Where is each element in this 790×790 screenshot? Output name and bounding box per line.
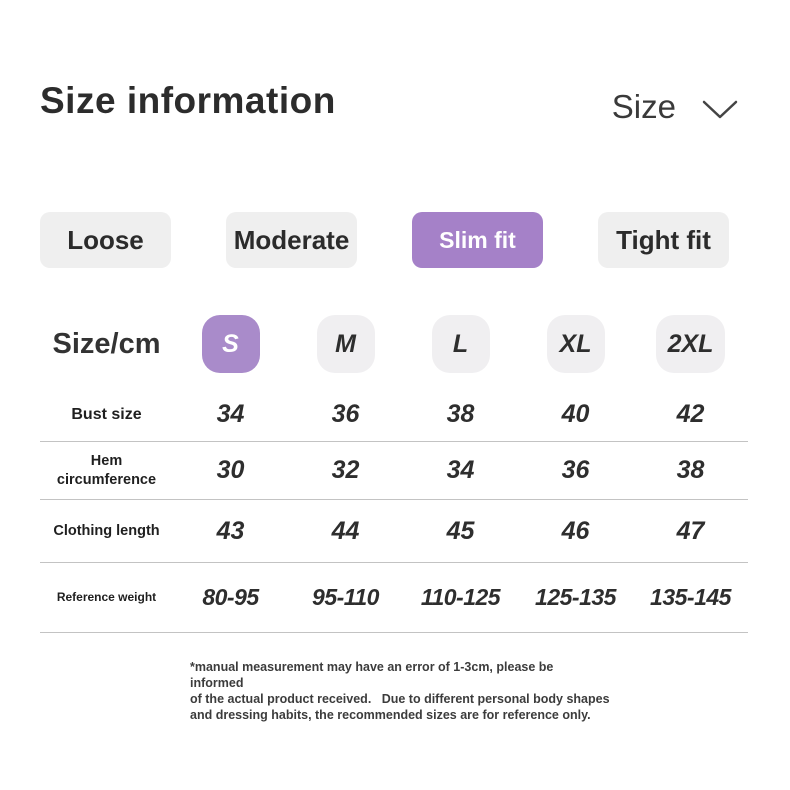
row-label-hem-circumference: Hem circumference bbox=[56, 453, 157, 488]
hem-value-xl: 36 bbox=[561, 456, 590, 484]
fit-button-slim-fit[interactable]: Slim fit bbox=[412, 212, 543, 268]
fit-button-moderate[interactable]: Moderate bbox=[226, 212, 357, 268]
weight-value-l: 110-125 bbox=[420, 584, 501, 610]
size-badge-xl[interactable]: XL bbox=[546, 315, 605, 373]
weight-value-xl: 125-135 bbox=[535, 584, 616, 610]
size-badge-2xl[interactable]: 2XL bbox=[655, 315, 726, 373]
row-label-reference-weight: Reference weight bbox=[56, 589, 157, 604]
size-dropdown[interactable]: Size bbox=[612, 88, 738, 126]
bust-size-value-2xl: 42 bbox=[676, 400, 705, 428]
table-row-clothing-length: Clothing length 43 44 45 46 47 bbox=[40, 500, 748, 563]
size-unit-label: Size/cm bbox=[52, 327, 161, 360]
fit-button-tight-fit[interactable]: Tight fit bbox=[598, 212, 729, 268]
size-badge-m[interactable]: M bbox=[316, 315, 375, 373]
length-value-xl: 46 bbox=[561, 516, 590, 545]
size-table-header-row: Size/cm S M L XL 2XL bbox=[40, 300, 748, 388]
size-badge-l[interactable]: L bbox=[431, 315, 490, 373]
hem-value-m: 32 bbox=[331, 456, 360, 484]
bust-size-value-m: 36 bbox=[331, 400, 360, 428]
size-table: Size/cm S M L XL 2XL Bust size 34 36 38 … bbox=[40, 300, 748, 633]
page-title: Size information bbox=[40, 80, 336, 121]
table-row-reference-weight: Reference weight 80-95 95-110 110-125 12… bbox=[40, 563, 748, 633]
hem-value-s: 30 bbox=[216, 456, 245, 484]
bust-size-value-s: 34 bbox=[216, 400, 245, 428]
weight-value-s: 80-95 bbox=[202, 584, 259, 610]
table-row-hem-circumference: Hem circumference 30 32 34 36 38 bbox=[40, 442, 748, 500]
bust-size-value-l: 38 bbox=[446, 400, 475, 428]
row-label-clothing-length: Clothing length bbox=[53, 522, 160, 539]
length-value-m: 44 bbox=[331, 516, 360, 545]
size-dropdown-label: Size bbox=[611, 88, 676, 125]
fit-button-loose[interactable]: Loose bbox=[40, 212, 171, 268]
measurement-disclaimer: *manual measurement may have an error of… bbox=[190, 660, 610, 722]
hem-value-2xl: 38 bbox=[676, 456, 705, 484]
table-row-bust-size: Bust size 34 36 38 40 42 bbox=[40, 388, 748, 442]
length-value-l: 45 bbox=[446, 516, 475, 545]
size-badge-s[interactable]: S bbox=[201, 315, 260, 373]
weight-value-m: 95-110 bbox=[312, 584, 379, 610]
length-value-2xl: 47 bbox=[676, 516, 705, 545]
weight-value-2xl: 135-145 bbox=[650, 584, 731, 610]
chevron-down-icon bbox=[702, 94, 738, 120]
bust-size-value-xl: 40 bbox=[561, 400, 590, 428]
fit-options-row: Loose Moderate Slim fit Tight fit bbox=[40, 212, 729, 268]
row-label-bust-size: Bust size bbox=[71, 405, 142, 423]
length-value-s: 43 bbox=[216, 516, 245, 545]
hem-value-l: 34 bbox=[446, 456, 475, 484]
